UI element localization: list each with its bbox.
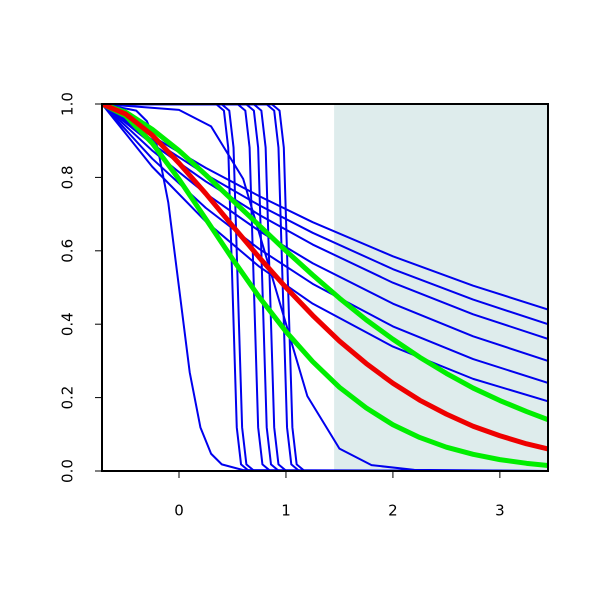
highlight-curve — [102, 104, 548, 468]
curve — [102, 104, 548, 471]
highlight-curve — [102, 104, 548, 423]
x-tick-label: 2 — [388, 502, 398, 520]
y-tick-label: 0.8 — [59, 165, 77, 189]
curve — [102, 104, 548, 471]
x-tick-label: 1 — [281, 502, 291, 520]
y-tick-label: 0.0 — [59, 459, 77, 483]
curve — [102, 104, 548, 471]
curve — [102, 104, 548, 471]
curve — [102, 104, 548, 471]
y-tick-label: 1.0 — [59, 92, 77, 116]
curve — [102, 104, 548, 471]
plot-frame — [101, 103, 549, 472]
y-tick-label: 0.2 — [59, 386, 77, 410]
x-tick-label: 0 — [174, 502, 184, 520]
axes: 0 1 2 3 0.0 0.2 0.4 0.6 0.8 1.0 — [59, 92, 549, 520]
x-tick-label: 3 — [495, 502, 505, 520]
plot-area — [102, 104, 548, 471]
highlight-curve — [102, 104, 548, 452]
y-tick-label: 0.4 — [59, 312, 77, 336]
y-tick-label: 0.6 — [59, 239, 77, 263]
